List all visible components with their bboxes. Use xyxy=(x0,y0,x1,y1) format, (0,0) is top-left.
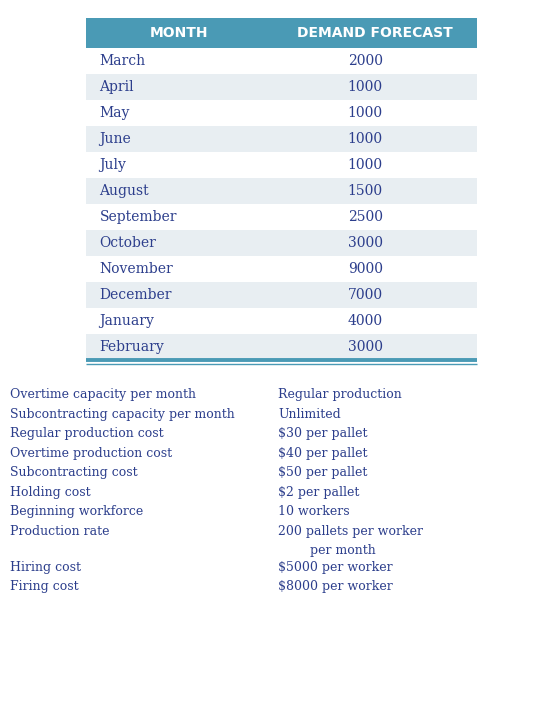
Text: 4000: 4000 xyxy=(348,314,383,328)
Text: 3000: 3000 xyxy=(348,236,383,250)
Text: Beginning workforce: Beginning workforce xyxy=(10,505,144,518)
Text: July: July xyxy=(99,158,126,172)
Text: MONTH: MONTH xyxy=(150,26,209,40)
Bar xyxy=(86,204,477,230)
Bar xyxy=(86,256,477,282)
Text: 10 workers: 10 workers xyxy=(278,505,349,518)
Bar xyxy=(86,178,477,204)
Bar xyxy=(86,100,477,126)
Text: Unlimited: Unlimited xyxy=(278,407,341,420)
Text: 9000: 9000 xyxy=(348,262,383,276)
Text: October: October xyxy=(99,236,156,250)
Text: $50 per pallet: $50 per pallet xyxy=(278,466,368,479)
Text: Holding cost: Holding cost xyxy=(10,486,91,499)
Text: Regular production cost: Regular production cost xyxy=(10,427,163,440)
Bar xyxy=(86,230,477,256)
Text: January: January xyxy=(99,314,155,328)
Text: per month: per month xyxy=(310,544,376,557)
Text: June: June xyxy=(99,132,131,146)
Text: 1000: 1000 xyxy=(348,80,383,94)
Text: Firing cost: Firing cost xyxy=(10,580,78,593)
Text: November: November xyxy=(99,262,173,276)
Text: 200 pallets per worker: 200 pallets per worker xyxy=(278,525,423,538)
Text: May: May xyxy=(99,106,130,120)
Text: Regular production: Regular production xyxy=(278,388,402,401)
Text: Subcontracting capacity per month: Subcontracting capacity per month xyxy=(10,407,235,420)
Text: $30 per pallet: $30 per pallet xyxy=(278,427,368,440)
Bar xyxy=(86,152,477,178)
Bar xyxy=(86,74,477,100)
Text: 1500: 1500 xyxy=(348,184,383,198)
Text: March: March xyxy=(99,54,146,68)
Text: 1000: 1000 xyxy=(348,132,383,146)
Bar xyxy=(86,18,477,48)
Text: 2000: 2000 xyxy=(348,54,383,68)
Text: 2500: 2500 xyxy=(348,210,383,224)
Bar xyxy=(86,334,477,360)
Text: 1000: 1000 xyxy=(348,106,383,120)
Text: September: September xyxy=(99,210,177,224)
Text: $8000 per worker: $8000 per worker xyxy=(278,580,393,593)
Bar xyxy=(86,126,477,152)
Text: $40 per pallet: $40 per pallet xyxy=(278,446,368,459)
Text: Hiring cost: Hiring cost xyxy=(10,560,81,573)
Text: February: February xyxy=(99,340,164,354)
Text: Overtime capacity per month: Overtime capacity per month xyxy=(10,388,196,401)
Text: Overtime production cost: Overtime production cost xyxy=(10,446,172,459)
Text: 7000: 7000 xyxy=(348,288,383,302)
Text: 1000: 1000 xyxy=(348,158,383,172)
Text: August: August xyxy=(99,184,149,198)
Text: 3000: 3000 xyxy=(348,340,383,354)
Text: DEMAND FORECAST: DEMAND FORECAST xyxy=(298,26,453,40)
Bar xyxy=(86,308,477,334)
Text: $2 per pallet: $2 per pallet xyxy=(278,486,359,499)
Text: Production rate: Production rate xyxy=(10,525,109,538)
Text: $5000 per worker: $5000 per worker xyxy=(278,560,392,573)
Text: Subcontracting cost: Subcontracting cost xyxy=(10,466,137,479)
Bar xyxy=(86,48,477,74)
Text: April: April xyxy=(99,80,134,94)
Text: December: December xyxy=(99,288,172,302)
Bar xyxy=(86,282,477,308)
